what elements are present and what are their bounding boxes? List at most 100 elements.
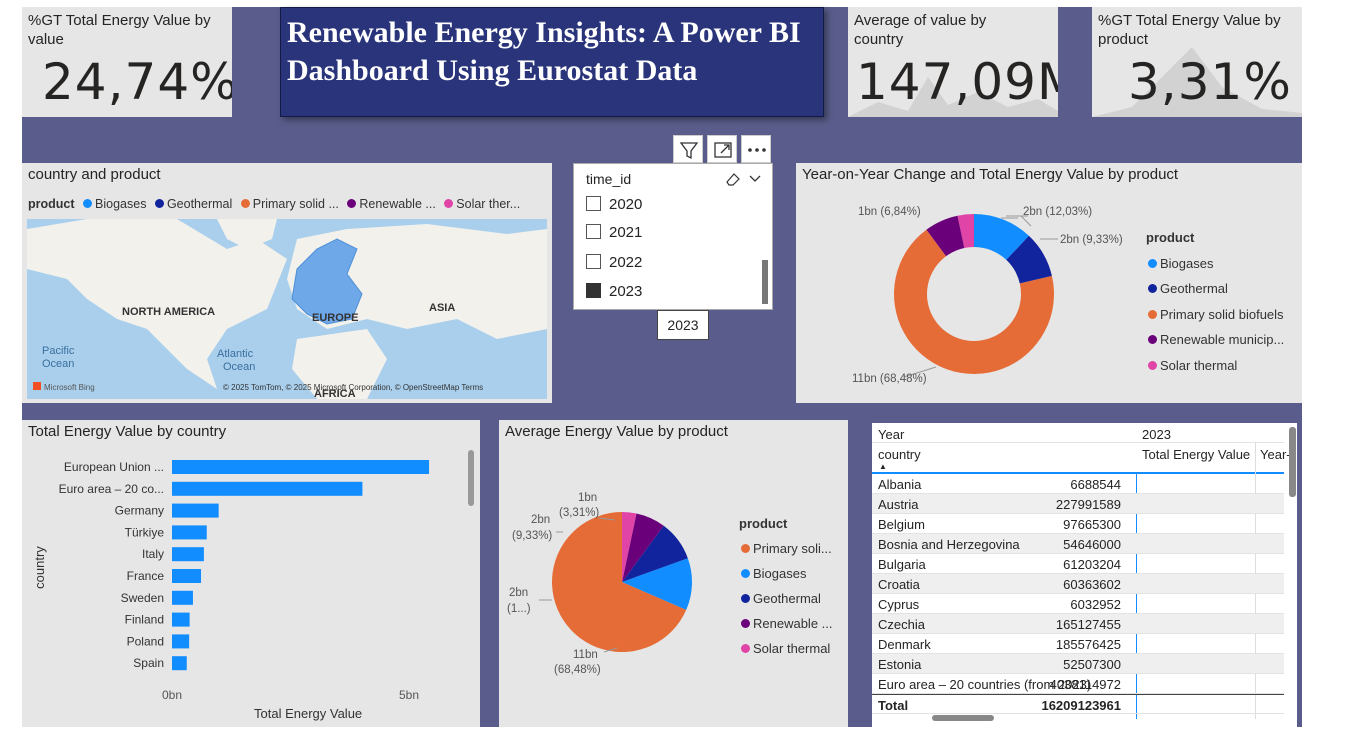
map-label-asia: ASIA — [429, 302, 455, 314]
legend-item-renewable[interactable]: Renewable municip... — [1146, 327, 1284, 353]
pie-slice-renewable[interactable] — [622, 513, 664, 582]
bar-scrollbar[interactable] — [468, 450, 474, 506]
checkbox[interactable] — [586, 224, 601, 239]
country-matrix-table[interactable]: Year 2023 country ▲ Total Energy Value Y… — [872, 423, 1297, 727]
donut-slice-geothermal[interactable] — [1006, 235, 1052, 284]
donut-slice-solar-thermal[interactable] — [957, 214, 974, 249]
legend-item-geothermal[interactable]: Geothermal — [739, 586, 833, 611]
pie-label-geothermal-value: 2bn — [531, 514, 550, 526]
legend-label: Biogases — [1160, 255, 1214, 271]
kpi-card-product-share[interactable]: %GT Total Energy Value by product 3,31% — [1092, 7, 1302, 117]
checkbox[interactable] — [586, 254, 601, 269]
bar-italy[interactable] — [172, 547, 204, 562]
bar-spain[interactable] — [172, 656, 187, 671]
bar-euro-area-20-co[interactable] — [172, 481, 363, 496]
visual-title: country and product — [28, 166, 161, 183]
legend-label: Geothermal — [1160, 281, 1228, 296]
table-row[interactable]: Austria 227991589 — [872, 494, 1284, 514]
bar-chart[interactable]: European Union ... Euro area – 20 co... Ge… — [22, 420, 480, 727]
bar-sweden[interactable] — [172, 590, 193, 605]
kpi-card-value-share[interactable]: %GT Total Energy Value by value 24,74% — [22, 7, 232, 117]
kpi-card-average-by-country[interactable]: Average of value by country 147,09M — [848, 7, 1058, 117]
world-map[interactable]: NORTH AMERICA EUROPE ASIA AFRICA Pacific… — [27, 219, 547, 399]
legend-item-primary-solid[interactable]: Primary soli... — [739, 536, 833, 561]
checkbox[interactable] — [586, 196, 601, 211]
donut-slice-renewable-municip[interactable] — [926, 215, 965, 257]
more-options-icon[interactable] — [741, 135, 771, 163]
pie-label-primary-pct: (68,48%) — [554, 664, 601, 676]
legend-title: product — [739, 516, 788, 531]
bar-france[interactable] — [172, 569, 202, 583]
slicer-scrollbar[interactable] — [762, 260, 768, 304]
pie-chart[interactable]: 1bn (3,31%) 2bn (9,33%) 2bn (1...) 11bn … — [499, 420, 848, 727]
legend-item-primary-solid[interactable]: Primary solid ... — [236, 197, 339, 211]
bar-category-label: Euro area – 20 co... — [59, 482, 164, 496]
table-row[interactable]: Albania 6688544 — [872, 474, 1284, 494]
pie-slice-primary-soli[interactable] — [552, 512, 687, 652]
legend-item-biogases[interactable]: Biogases — [1146, 251, 1284, 277]
table-row[interactable]: Cyprus 6032952 — [872, 594, 1284, 614]
donut-slice-biogases[interactable] — [974, 214, 1029, 260]
donut-chart[interactable]: 2bn (12,03%) 2bn (9,33%) 11bn (68,48%) 1… — [796, 163, 1302, 403]
kpi-value: 3,31% — [1128, 53, 1292, 111]
column-header-country[interactable]: country — [878, 447, 921, 462]
chevron-down-icon[interactable] — [748, 171, 762, 185]
table-row[interactable]: Belgium 97665300 — [872, 514, 1284, 534]
pie-visual[interactable]: Average Energy Value by product 1bn (3,3… — [499, 420, 848, 727]
legend-dot — [1148, 258, 1157, 268]
filter-icon[interactable] — [673, 135, 703, 163]
slicer-option-2021[interactable]: 2021 — [586, 224, 642, 241]
table-row[interactable]: Euro area – 20 countries (from 2023) 4038… — [872, 674, 1284, 694]
donut-label-biogases: 2bn (12,03%) — [1023, 206, 1092, 218]
table-row[interactable]: Bulgaria 61203204 — [872, 554, 1284, 574]
slicer-option-2020[interactable]: 2020 — [586, 196, 642, 213]
donut-label-renewable: 1bn (6,84%) — [858, 206, 921, 218]
cell-value: 52507300 — [1063, 657, 1121, 672]
bar-finland[interactable] — [172, 612, 190, 627]
focus-mode-icon[interactable] — [707, 135, 737, 163]
header-year-label: Year — [878, 427, 905, 442]
table-vertical-scrollbar[interactable] — [1289, 427, 1296, 497]
donut-slice-primary-solid-biofuels[interactable] — [894, 229, 1054, 374]
donut-visual[interactable]: Year-on-Year Change and Total Energy Val… — [796, 163, 1302, 403]
map-visual[interactable]: country and product product Biogases Geo… — [22, 163, 552, 403]
column-header-total-energy[interactable]: Total Energy Value — [1142, 447, 1251, 462]
pie-slice-biogases[interactable] — [622, 558, 692, 610]
checkbox-checked[interactable] — [586, 283, 601, 298]
bar-germany[interactable] — [172, 503, 219, 518]
legend-dot — [741, 594, 750, 603]
slicer-option-2022[interactable]: 2022 — [586, 254, 642, 271]
table-horizontal-scrollbar[interactable] — [932, 715, 994, 721]
cell-total-label: Total — [878, 698, 909, 713]
pie-slice-solar-thermal[interactable] — [622, 512, 637, 582]
slicer-option-2023[interactable]: 2023 — [586, 283, 642, 300]
bar-t-rkiye[interactable] — [172, 525, 207, 540]
table-row[interactable]: Denmark 185576425 — [872, 634, 1284, 654]
legend-item-primary-solid[interactable]: Primary solid biofuels — [1146, 302, 1284, 328]
legend-item-biogases[interactable]: Biogases — [739, 561, 833, 586]
column-header-yoy[interactable]: Year- — [1260, 447, 1291, 462]
eraser-icon[interactable] — [724, 171, 742, 187]
bar-poland[interactable] — [172, 634, 190, 649]
legend-item-biogases[interactable]: Biogases — [78, 197, 146, 211]
legend-item-renewable[interactable]: Renewable ... — [342, 197, 436, 211]
map-legend: product Biogases Geothermal Primary soli… — [28, 197, 520, 211]
bar-visual[interactable]: Total Energy Value by country country Eu… — [22, 420, 480, 727]
legend-item-solar-thermal[interactable]: Solar thermal — [1146, 353, 1284, 379]
legend-item-geothermal[interactable]: Geothermal — [1146, 276, 1284, 302]
pie-slice-geothermal[interactable] — [622, 525, 688, 582]
slicer-header: time_id — [586, 171, 632, 187]
legend-item-solar-thermal[interactable]: Solar thermal — [739, 636, 833, 661]
legend-item-geothermal[interactable]: Geothermal — [150, 197, 232, 211]
table-row[interactable]: Croatia 60363602 — [872, 574, 1284, 594]
legend-label: Geothermal — [166, 197, 233, 211]
legend-item-solar-thermal[interactable]: Solar ther... — [439, 197, 520, 211]
year-slicer[interactable]: time_id 2020 2021 2022 2023 — [573, 163, 773, 310]
highlight-europe[interactable] — [291, 238, 363, 325]
legend-item-renewable[interactable]: Renewable ... — [739, 611, 833, 636]
bar-european-union[interactable] — [172, 460, 430, 474]
table-row[interactable]: Estonia 52507300 — [872, 654, 1284, 674]
table-row[interactable]: Czechia 165127455 — [872, 614, 1284, 634]
table-row[interactable]: Bosnia and Herzegovina 54646000 — [872, 534, 1284, 554]
legend-label: Primary solid ... — [252, 197, 339, 211]
